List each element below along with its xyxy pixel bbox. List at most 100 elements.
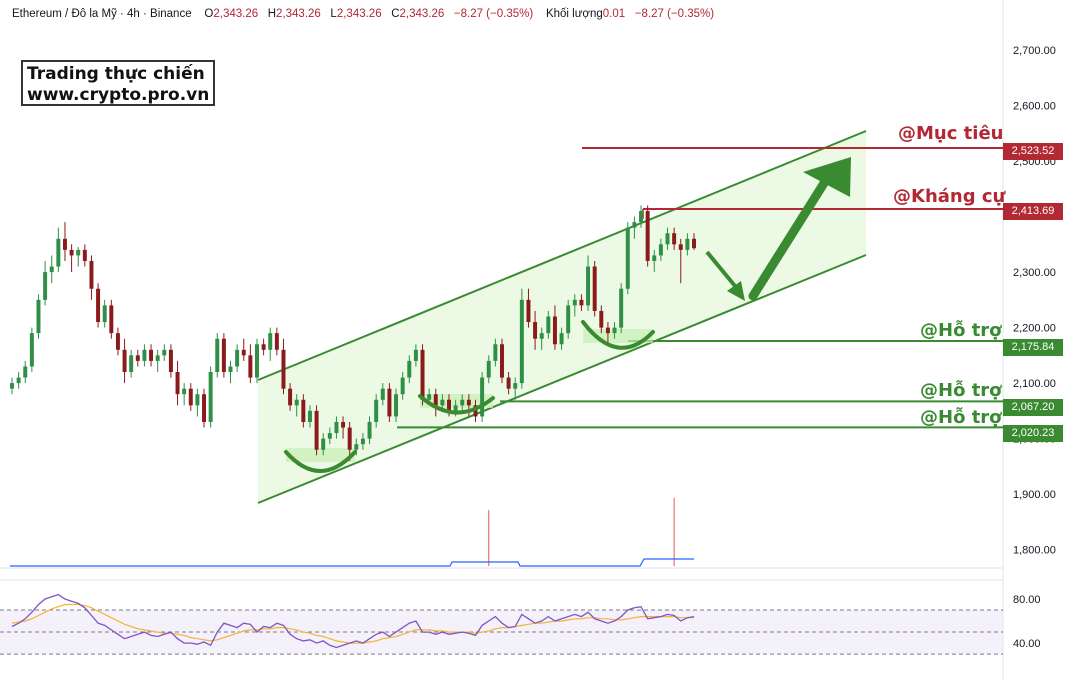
volume-value: 0.01: [602, 8, 626, 20]
candle-body: [235, 349, 240, 367]
candle-body: [685, 238, 690, 250]
candle-body: [307, 410, 312, 422]
up-arrow-shaft: [748, 175, 831, 301]
close-value: 2,343.26: [399, 8, 445, 20]
price-tick-label: 1,800.00: [1013, 545, 1056, 557]
candle-body: [506, 377, 511, 389]
resistance-annotation: @Kháng cự: [893, 186, 1006, 207]
candle-body: [347, 427, 352, 450]
candle-body: [486, 360, 491, 378]
support-annotation-3: @Hỗ trợ: [920, 407, 1002, 428]
up-arrow-head: [803, 157, 851, 197]
candle-body: [440, 399, 445, 406]
candle-body: [102, 305, 107, 323]
rsi-ma-line: [11, 603, 694, 644]
candle-body: [427, 394, 432, 400]
cup-zone: [286, 448, 355, 462]
price-tick-label: 1,900.00: [1013, 489, 1056, 501]
channel-upper-line: [257, 130, 867, 381]
candle-body: [109, 305, 114, 334]
candle-body: [592, 266, 597, 311]
candle-body: [566, 305, 571, 334]
candle-body: [341, 421, 346, 428]
candle-body: [387, 388, 392, 417]
volume-label: Khối lượng: [545, 8, 603, 20]
candle-body: [16, 377, 21, 384]
candle-body: [135, 355, 140, 361]
volume-change: −8.27 (−0.35%): [634, 8, 715, 20]
candle-body: [188, 388, 193, 406]
candle-body: [149, 349, 154, 361]
target-price-tag: 2,523.52: [1003, 143, 1063, 160]
candle-body: [43, 272, 48, 300]
cup-curve: [418, 394, 495, 415]
candle-body: [513, 383, 518, 389]
resistance-price-tag: 2,413.69: [1003, 203, 1063, 220]
candle-body: [175, 372, 180, 395]
price-tick-label: 2,300.00: [1013, 267, 1056, 279]
candle-body: [632, 222, 637, 228]
candle-body: [407, 360, 412, 378]
candle-body: [645, 211, 650, 261]
candle-body: [447, 399, 451, 411]
rsi-tick-label: 80.00: [1013, 594, 1041, 606]
candle-body: [665, 233, 670, 245]
candle-body: [678, 244, 683, 250]
candle-body: [76, 249, 81, 256]
candle-body: [248, 355, 253, 378]
cup-curve: [581, 320, 655, 350]
candle-body: [89, 260, 94, 289]
candle-body: [56, 238, 61, 267]
candle-body: [552, 316, 557, 345]
volume-ma-line: [10, 558, 694, 567]
support-annotation-2: @Hỗ trợ: [920, 380, 1002, 401]
candle-body: [526, 299, 531, 323]
candle-body: [625, 227, 630, 289]
candle-body: [480, 377, 485, 417]
change-value: −8.27 (−0.35%): [453, 8, 534, 20]
candle-body: [122, 349, 127, 373]
candle-body: [658, 244, 663, 256]
candle-body: [460, 399, 465, 406]
candle-body: [142, 349, 147, 361]
candle-body: [360, 438, 365, 445]
candle-body: [82, 249, 87, 261]
candle-body: [433, 394, 438, 406]
candle-body: [10, 383, 14, 389]
cup-zone: [420, 394, 493, 408]
candle-body: [69, 249, 74, 256]
low-label: L: [330, 8, 337, 20]
candle-body: [586, 266, 591, 306]
candle-body: [261, 344, 266, 350]
candle-body: [129, 355, 134, 373]
candle-body: [354, 444, 359, 450]
candle-body: [281, 349, 286, 389]
support-annotation-1: @Hỗ trợ: [920, 320, 1002, 341]
candle-body: [228, 366, 233, 373]
candle-body: [314, 410, 319, 450]
candle-body: [96, 288, 101, 323]
candle-body: [539, 333, 544, 339]
symbol-label[interactable]: Ethereum / Đô la Mỹ · 4h · Binance: [12, 8, 192, 20]
candle-body: [321, 438, 326, 450]
low-value: 2,343.26: [336, 8, 382, 20]
candle-body: [49, 266, 54, 273]
candle-body: [288, 388, 293, 406]
candle-body: [493, 344, 498, 361]
support2-price-tag: 2,067.20: [1003, 399, 1063, 416]
candle-body: [215, 338, 220, 373]
candle-body: [572, 299, 577, 306]
down-arrow-shaft: [705, 250, 737, 288]
high-label: H: [267, 8, 277, 20]
candle-body: [453, 405, 458, 411]
candle-body: [612, 327, 617, 334]
candle-body: [599, 310, 604, 328]
candle-body: [23, 366, 28, 378]
brand-url: www.crypto.pro.vn: [27, 85, 210, 105]
price-tick-label: 2,200.00: [1013, 323, 1056, 335]
candle-body: [533, 322, 538, 339]
candle-body: [367, 421, 372, 439]
candle-body: [380, 388, 385, 400]
